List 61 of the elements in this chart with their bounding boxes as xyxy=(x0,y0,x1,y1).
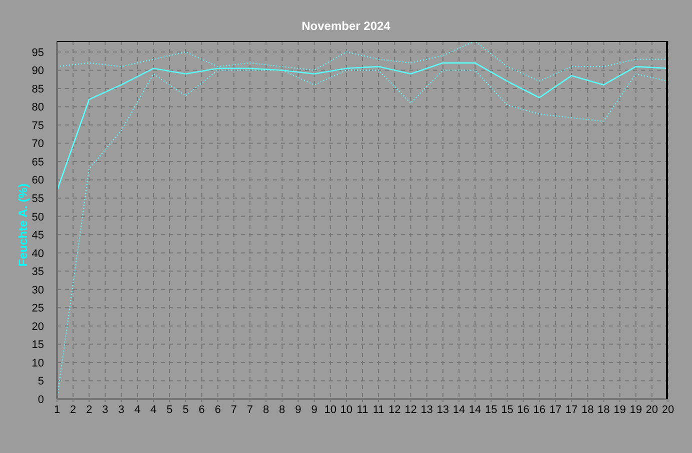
x-tick-label: 1 xyxy=(54,404,60,416)
x-tick-label: 9 xyxy=(295,404,302,416)
x-tick-label: 15 xyxy=(485,404,498,416)
x-tick-label: 16 xyxy=(533,404,546,416)
y-tick-label: 5 xyxy=(38,376,44,388)
x-tick-label: 5 xyxy=(182,404,189,416)
y-tick-label: 75 xyxy=(32,120,44,132)
y-tick-label: 35 xyxy=(32,266,44,278)
x-tick-label: 13 xyxy=(420,404,433,416)
y-tick-label: 55 xyxy=(32,192,44,205)
chart-title: November 2024 xyxy=(300,18,392,34)
x-tick-label: 7 xyxy=(246,404,254,416)
y-tick-label: 80 xyxy=(32,102,44,114)
y-axis-title: Feuchte A. (%) xyxy=(16,184,30,266)
x-tick-label: 8 xyxy=(279,404,286,416)
y-tick-label: 10 xyxy=(32,357,44,370)
x-tick-label: 11 xyxy=(356,404,368,416)
x-tick-label: 11 xyxy=(372,404,384,416)
x-tick-label: 17 xyxy=(549,404,562,416)
y-tick-label: 30 xyxy=(32,284,44,296)
x-tick-label: 6 xyxy=(198,404,205,416)
y-tick-label: 95 xyxy=(32,46,44,59)
x-tick-label: 3 xyxy=(102,404,108,416)
x-tick-label: 4 xyxy=(150,404,157,416)
x-tick-label: 18 xyxy=(581,404,594,416)
x-tick-label: 6 xyxy=(214,404,221,416)
x-tick-label: 14 xyxy=(468,404,482,416)
x-tick-label: 12 xyxy=(388,404,401,416)
x-tick-label: 19 xyxy=(630,404,642,416)
y-tick-label: 40 xyxy=(32,248,44,260)
y-tick-label: 70 xyxy=(32,138,44,150)
x-tick-label: 18 xyxy=(598,404,610,416)
x-tick-label: 10 xyxy=(324,404,336,416)
x-tick-label: 3 xyxy=(118,404,124,416)
y-tick-label: 15 xyxy=(32,339,44,352)
y-tick-label: 65 xyxy=(32,156,44,168)
y-tick-label: 50 xyxy=(32,211,44,224)
x-tick-label: 20 xyxy=(662,404,674,416)
y-tick-label: 45 xyxy=(32,230,44,242)
y-tick-label: 85 xyxy=(32,83,44,96)
x-tick-label: 9 xyxy=(311,404,318,416)
x-tick-label: 10 xyxy=(340,404,353,416)
y-tick-label: 90 xyxy=(32,65,44,78)
x-tick-label: 4 xyxy=(134,404,140,416)
x-tick-label: 13 xyxy=(436,404,450,416)
x-tick-label: 17 xyxy=(565,404,578,416)
x-tick-label: 19 xyxy=(614,404,626,416)
x-tick-label: 5 xyxy=(166,404,173,416)
x-tick-label: 12 xyxy=(404,404,417,416)
x-tick-label: 15 xyxy=(501,404,514,416)
x-tick-label: 2 xyxy=(86,404,92,416)
x-tick-label: 2 xyxy=(70,404,76,416)
x-tick-label: 7 xyxy=(230,404,237,416)
y-tick-label: 20 xyxy=(32,320,44,333)
y-tick-label: 0 xyxy=(38,394,44,406)
y-tick-label: 60 xyxy=(32,174,44,187)
x-tick-label: 14 xyxy=(452,404,466,416)
x-tick-label: 8 xyxy=(262,404,270,416)
x-tick-label: 20 xyxy=(646,404,658,416)
x-tick-label: 16 xyxy=(517,404,530,416)
y-tick-label: 25 xyxy=(32,302,44,315)
